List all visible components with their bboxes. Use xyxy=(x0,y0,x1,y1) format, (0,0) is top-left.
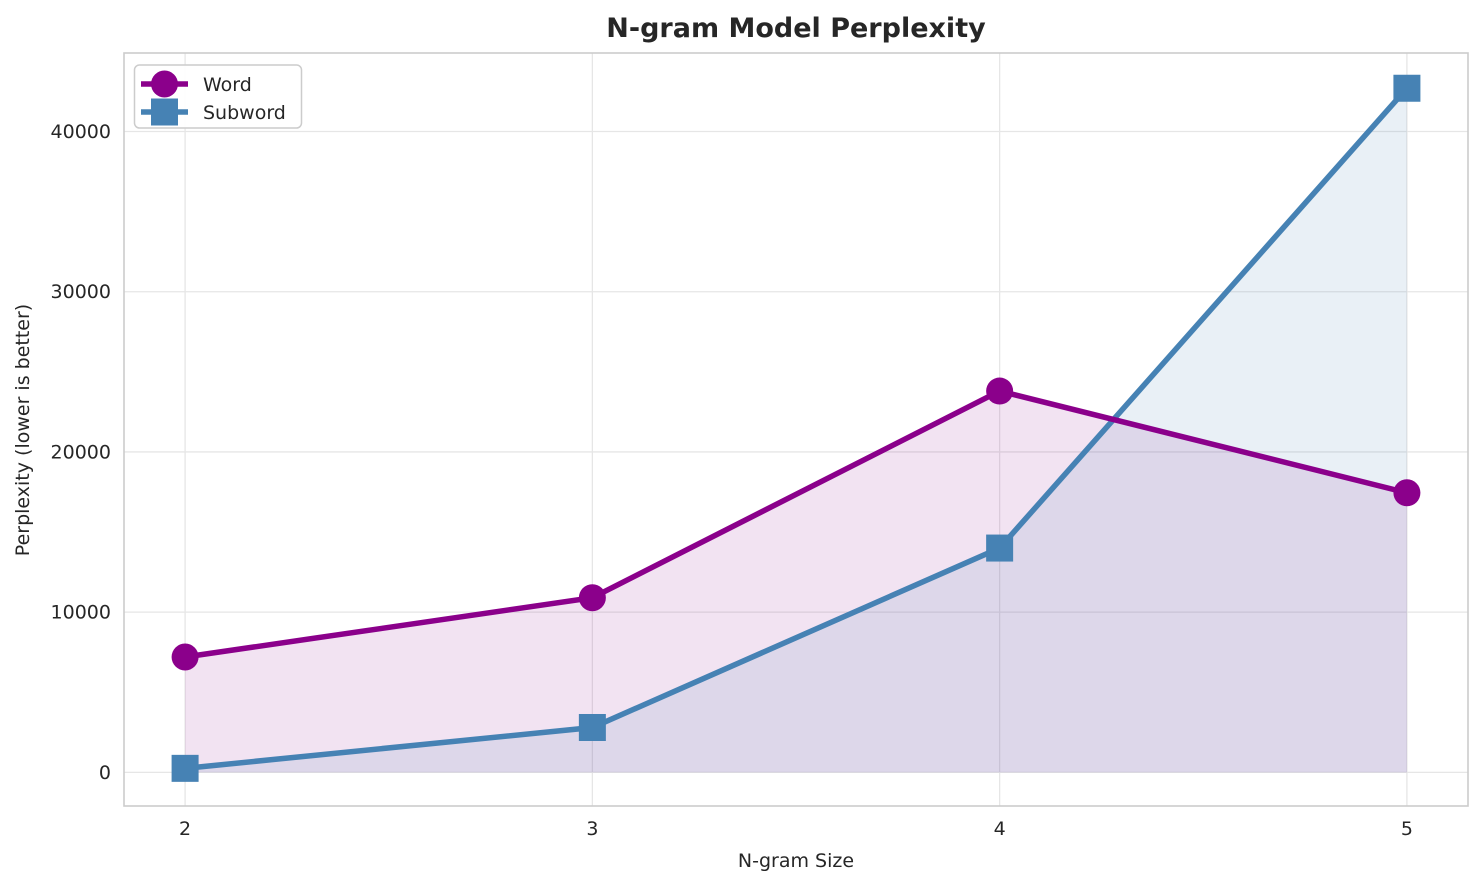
subword-marker xyxy=(171,754,199,782)
subword-marker xyxy=(1393,74,1421,102)
y-tick-label: 0 xyxy=(99,762,111,784)
y-tick-label: 20000 xyxy=(51,441,111,463)
legend-word-marker-icon xyxy=(151,70,178,98)
tick-labels: 2 3 4 5 0 10000 20000 30000 40000 xyxy=(51,121,1413,840)
word-marker xyxy=(1393,479,1421,507)
y-tick-label: 10000 xyxy=(51,602,111,624)
x-axis-label: N-gram Size xyxy=(738,850,854,872)
subword-marker xyxy=(986,534,1014,562)
y-axis-label: Perplexity (lower is better) xyxy=(12,304,34,556)
y-tick-label: 30000 xyxy=(51,281,111,303)
word-marker xyxy=(171,643,199,671)
x-tick-label: 5 xyxy=(1401,818,1413,840)
x-tick-label: 4 xyxy=(994,818,1006,840)
legend-word-label: Word xyxy=(203,74,252,96)
legend: Word Subword xyxy=(133,64,303,129)
word-area-fill xyxy=(185,391,1407,773)
legend-subword-label: Subword xyxy=(203,102,286,124)
subword-area-fill xyxy=(185,88,1407,773)
x-tick-label: 3 xyxy=(586,818,598,840)
subword-marker xyxy=(578,713,606,741)
series-fills xyxy=(185,88,1407,773)
word-marker xyxy=(578,584,606,612)
plot-border xyxy=(123,52,1469,807)
subword-line xyxy=(182,85,1410,772)
chart-title: N-gram Model Perplexity xyxy=(606,13,986,44)
x-tick-label: 2 xyxy=(179,818,191,840)
legend-subword-marker-icon xyxy=(151,98,178,126)
word-marker xyxy=(986,377,1014,405)
gridlines xyxy=(124,53,1468,806)
axes-spines xyxy=(123,52,1469,807)
y-tick-label: 40000 xyxy=(51,121,111,143)
word-line xyxy=(182,388,1410,660)
series-lines xyxy=(171,74,1421,782)
